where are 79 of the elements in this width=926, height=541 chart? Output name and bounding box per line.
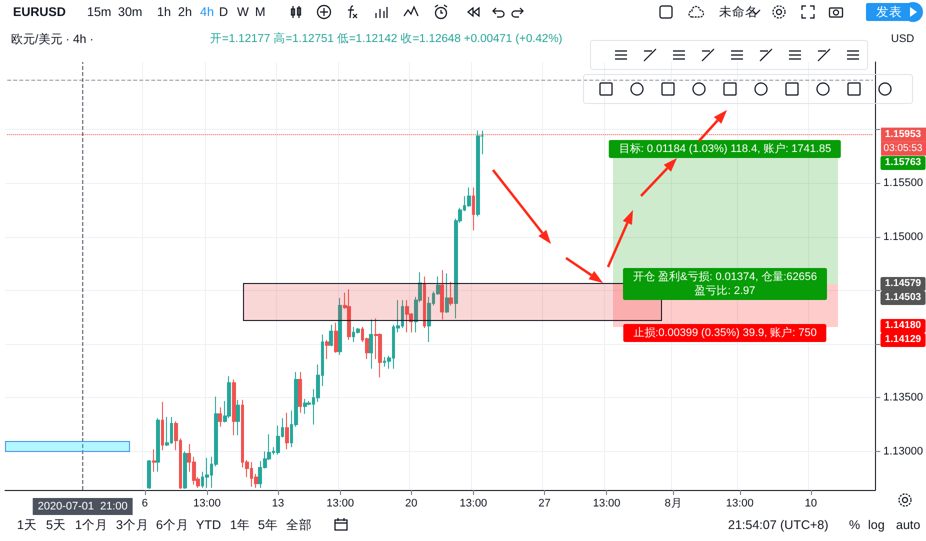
candlestick [298, 372, 302, 414]
candlestick [476, 130, 480, 217]
text: 1天 [17, 518, 37, 532]
text: 21:54:07 (UTC+8) [728, 518, 828, 532]
candlestick [161, 402, 164, 451]
candlestick [156, 418, 160, 472]
text: 发表 [866, 3, 912, 21]
ref-line-label: 1.15953 [884, 129, 922, 140]
candlestick [405, 300, 409, 333]
candlestick [227, 376, 231, 419]
text: M [255, 5, 266, 19]
text: % [849, 518, 860, 532]
candlestick [183, 450, 187, 488]
candlestick [325, 339, 329, 360]
text: 未命名 [719, 5, 758, 19]
text: YTD [196, 518, 221, 532]
text: 1.14129 [880, 333, 926, 347]
candlestick [285, 412, 289, 450]
text: 3个月 [116, 518, 149, 532]
chart-subtitle: 欧元/美元 · 4h · [11, 32, 94, 46]
x-tick-label: 10 [804, 498, 817, 510]
text: 1.15763 [880, 156, 926, 170]
candlestick [369, 318, 373, 370]
text: log [868, 518, 885, 532]
text: auto [896, 518, 920, 532]
text: USD [891, 32, 914, 46]
y-tick-label: 1.13500 [883, 392, 924, 404]
x-tick-label: 2020-07-01 21:00 [38, 500, 128, 512]
annotation: 止损:0.00399 (0.35%) 39.9, 账户: 750 [623, 324, 827, 342]
candlestick [205, 457, 209, 488]
x-tick-label: 13:00 [460, 498, 488, 510]
text: 1年 [230, 518, 250, 532]
candlestick [423, 276, 426, 329]
candlestick [236, 399, 240, 436]
candlestick [165, 416, 169, 447]
text: 2h [178, 5, 192, 19]
candlestick [472, 187, 475, 231]
x-tick-label: 13:00 [193, 498, 221, 510]
candlestick [347, 288, 351, 340]
candlestick [334, 322, 338, 354]
annotation: 开仓 盈利&亏损: 0.01374, 仓量:62656 盈亏比: 2.97 [622, 268, 828, 300]
candlestick [440, 270, 444, 320]
text: 15m [87, 5, 112, 19]
candlestick [232, 379, 236, 436]
x-tick-label: 13:00 [726, 498, 754, 510]
x-tick-label: 13:00 [592, 498, 620, 510]
annotation: 目标: 0.01184 (1.03%) 118.4, 账户: 1741.85 [608, 140, 842, 158]
text: 03:05:53 [884, 143, 923, 154]
candlestick [467, 187, 471, 208]
text: 1.14579 [880, 277, 926, 291]
text: 4h [200, 5, 214, 19]
text: 1.14180 [880, 319, 926, 333]
y-tick-label: 1.15500 [883, 177, 924, 190]
x-tick-label: 20 [405, 498, 418, 510]
text: W [237, 5, 249, 19]
text: 30m [118, 5, 142, 19]
x-tick-label: 27 [538, 498, 551, 510]
text: 1.14503 [880, 291, 926, 305]
candlestick [147, 459, 151, 488]
text: 5年 [258, 518, 278, 532]
x-tick-label: 6 [142, 498, 148, 510]
x-tick-label: 8月 [664, 498, 682, 510]
chart-title: EURUSD [13, 5, 66, 19]
text: 6个月 [156, 518, 189, 532]
candlestick [218, 406, 222, 428]
candlestick [449, 281, 453, 306]
candlestick [303, 398, 307, 414]
candlestick [329, 324, 333, 347]
text: 5天 [46, 518, 66, 532]
text: 开=1.12177 高=1.12751 低=1.12142 收=1.12648 +0.00471 (+0.42%) [210, 32, 562, 46]
candlestick [152, 448, 156, 472]
text: D [219, 5, 228, 19]
x-tick-label: 13:00 [326, 498, 354, 510]
text: 1h [157, 5, 171, 19]
text: 1个月 [75, 518, 108, 532]
text: 全部 [286, 518, 312, 532]
x-tick-label: 13 [272, 498, 284, 510]
y-tick-label: 1.15000 [883, 230, 924, 243]
y-tick-label: 1.13000 [883, 445, 924, 458]
